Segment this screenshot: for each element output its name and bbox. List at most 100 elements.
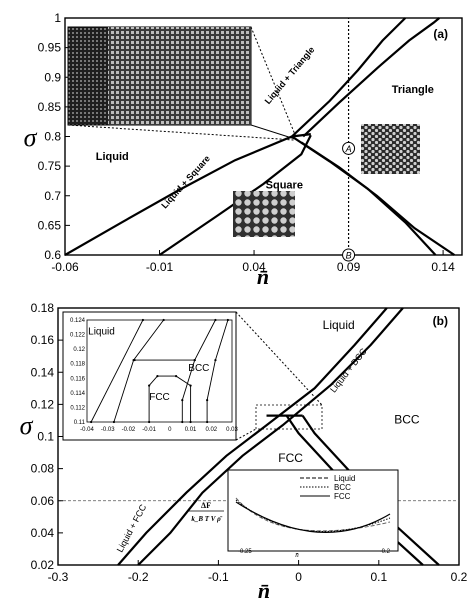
panel-a-region-label: Triangle [392, 84, 434, 96]
inset-y-tick-label: 0.12 [73, 347, 85, 353]
inset-data-point [214, 318, 217, 322]
panel-b: -0.3 -0.2 -0.1 0 0.1 0.2 0.02 0.04 0.06 0.08 0.1 0.… [20, 301, 468, 603]
inset-diagram-plot-area [86, 319, 233, 423]
inset-data-point [206, 399, 209, 402]
panel-b-y-tick-label: 0.12 [31, 397, 55, 411]
panel-a-y-tick-label: 0.75 [38, 159, 62, 173]
inset-data-point [189, 384, 192, 387]
inset-data-point [174, 375, 178, 378]
panel-a-zoom-line-bottom [67, 124, 295, 141]
panel-a-phase-boundary [302, 17, 440, 138]
panel-a-path-marker-label: A [345, 144, 352, 154]
inset-phase-boundary [148, 375, 192, 422]
panel-b-x-tick-label: -0.3 [48, 570, 69, 584]
inset-phase-boundary [206, 319, 229, 422]
inset-y-tick-label: 0.124 [70, 318, 86, 324]
panel-a-phase-boundary [64, 133, 311, 256]
inset-data-point [162, 318, 165, 322]
panel-a-phase-boundary [158, 134, 312, 256]
inset-energy-x-tick-label: -0.25 [238, 549, 252, 555]
inset-energy-ylabel-denominator: k_B T V ρ̄ [191, 515, 222, 523]
panel-b-x-tick-label: -0.2 [128, 570, 149, 584]
panel-a-y-tick-label: 0.8 [44, 130, 61, 144]
panel-b-phase-boundary [117, 307, 388, 566]
inset-data-point [112, 420, 116, 424]
inset-data-point [206, 420, 209, 424]
panel-b-y-tick-label: 0.04 [31, 526, 55, 540]
panel-a-label: (a) [433, 27, 448, 41]
inset-x-tick-label: -0.04 [80, 427, 94, 433]
panel-a: -0.06 -0.01 0.04 0.09 0.14 0.6 0.65 0.7 0.75 0.8 0… [24, 11, 463, 289]
panel-a-x-tick-label: -0.01 [146, 260, 174, 274]
panel-a-y-tick-label: 0.85 [38, 100, 62, 114]
inset-data-point [90, 420, 93, 424]
panel-a-phase-boundary [291, 17, 407, 138]
inset-y-tick-label: 0.11 [74, 420, 86, 426]
panel-a-phase-boundary [300, 141, 456, 256]
panel-a-y-tick-label: 0.6 [44, 248, 61, 262]
panel-a-y-tick-label: 1 [54, 11, 61, 25]
panel-b-x-tick-label: 0.2 [451, 570, 468, 584]
panel-b-x-tick-label: 0 [295, 570, 302, 584]
inset-data-point [214, 358, 217, 362]
panel-a-y-tick-label: 0.9 [44, 70, 61, 84]
panel-b-y-tick-label: 0.02 [31, 558, 55, 572]
panel-b-region-label: FCC [278, 451, 303, 465]
panel-b-inset-diagram: -0.04 -0.03 -0.02 -0.01 0 0.01 0.02 0.03 0.11 0.1… [62, 311, 238, 441]
panel-b-region-label: Liquid [323, 318, 355, 332]
inset-y-tick-label: 0.112 [70, 405, 85, 411]
inset-phase-boundary [181, 319, 216, 422]
inset-energy-legend-label: FCC [334, 492, 351, 501]
inset-energy-legend-label: BCC [334, 483, 351, 492]
panel-b-y-tick-label: 0.06 [31, 494, 55, 508]
panel-b-label: (b) [433, 314, 448, 328]
panel-a-path-marker [342, 141, 356, 155]
inset-x-tick-label: 0 [168, 427, 172, 433]
panel-b-zoom-line-top [235, 311, 323, 406]
inset-x-tick-label: 0.02 [205, 427, 217, 433]
inset-x-tick-label: 0.03 [226, 427, 238, 433]
inset-data-point [181, 420, 184, 424]
panel-a-region-label: Square [266, 180, 303, 192]
panel-b-y-axis-label: σ [20, 411, 34, 440]
inset-energy-legend-label: Liquid [334, 474, 355, 483]
inset-energy-frame [227, 469, 399, 552]
inset-region-label: BCC [188, 363, 209, 374]
panel-a-path-marker [342, 248, 356, 262]
inset-x-tick-label: 0.01 [185, 427, 197, 433]
panel-a-x-tick-label: 0.04 [242, 260, 266, 274]
inset-data-point [189, 420, 192, 424]
panel-a-x-tick-label: -0.06 [51, 260, 79, 274]
panel-b-y-tick-label: 0.08 [31, 462, 55, 476]
panel-b-x-tick-label: -0.1 [208, 570, 229, 584]
inset-y-tick-label: 0.118 [70, 362, 85, 368]
inset-data-point [156, 375, 159, 378]
panel-b-y-tick-label: 0.1 [37, 430, 54, 444]
panel-a-y-axis-label: σ [24, 123, 38, 152]
panel-a-inset-square-region [108, 27, 251, 125]
inset-data-point [148, 384, 151, 387]
panel-a-region-label: Liquid [96, 151, 129, 163]
panel-a-zoom-line-mid [250, 124, 296, 140]
panel-a-y-tick-label: 0.7 [44, 189, 61, 203]
inset-phase-boundary [90, 319, 144, 423]
panel-a-path-marker-label: B [346, 251, 352, 261]
inset-data-point [148, 420, 151, 424]
panel-a-x-tick-label: 0.14 [431, 260, 455, 274]
panel-a-y-tick-label: 0.65 [38, 218, 62, 232]
inset-region-label: FCC [149, 392, 170, 403]
inset-y-tick-label: 0.116 [70, 376, 85, 382]
inset-energy-x-tick-label: -0.2 [380, 549, 391, 555]
panel-b-zoom-box [255, 404, 323, 430]
inset-y-tick-label: 0.122 [70, 333, 86, 339]
panel-a-inset-square-image [233, 191, 295, 237]
panel-b-phase-boundary [137, 307, 404, 566]
panel-b-y-tick-label: 0.18 [31, 301, 55, 315]
inset-data-point [133, 358, 136, 362]
inset-data-point [226, 318, 229, 322]
panel-a-x-axis-label: n̄ [257, 264, 269, 289]
panel-a-inset-triangle-image [361, 124, 420, 174]
panel-a-x-tick-label: 0.09 [337, 260, 361, 274]
